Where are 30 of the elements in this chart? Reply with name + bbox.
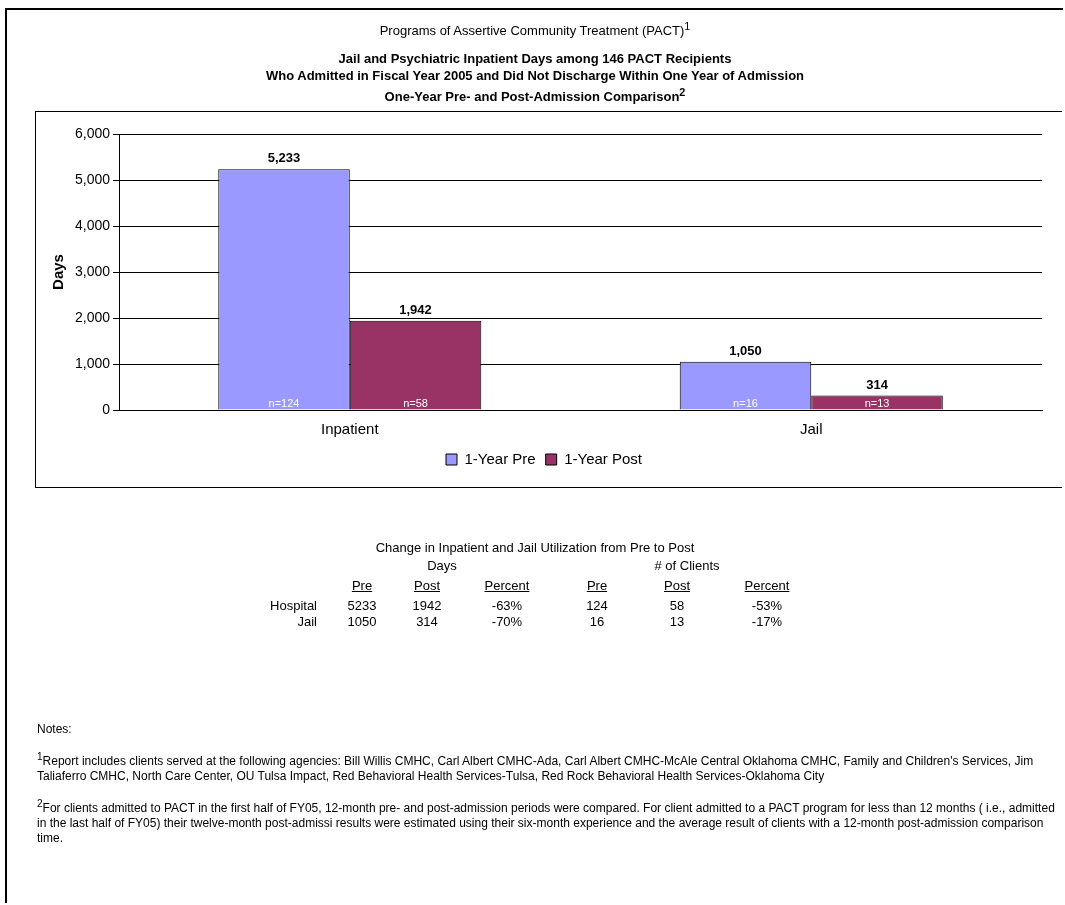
chart-title: Programs of Assertive Community Treatment (PACT)$^{1}$ [378,20,692,39]
data-label: 314 [866,376,889,392]
annotation: n=13 [864,396,890,409]
data-label: 1,942 [399,301,432,317]
x-tick-label: Jail [800,420,823,438]
legend-label: 1-Year Pre [464,449,536,467]
text: Days # of Clients [427,557,720,573]
annotation: n=16 [733,396,758,409]
data-label: 1,050 [729,342,762,358]
y-tick-label: 1,000 [74,354,111,371]
text: Pre Post Percent Pre Post Percent [351,577,790,593]
text: Jail 1050 314 -70% 16 13 -17% [297,613,783,629]
chart-subtitle: Jail and Psychiatric Inpatient Days among 146 PACT Recipients Who Admitted in Fiscal Year 2005 and Did Not Discharge Within One Year of Admission One-Year Pre- and Post-Admission Comparison$^{2}$ [264,50,806,106]
annotation: n=124 [268,396,300,409]
text: Change in Inpatient and Jail Utilization from Pre to Post [374,540,696,555]
y-tick-label: 6,000 [74,124,111,141]
text: $^{2}$For clients admitted to PACT in the first half of FY05, 12-month pre- and post-admission periods were compared. For client admitted to a PACT program for less than 12 months ( i.e., admitted in the last half of FY05) their twelve-month post-admissi results were estimated using their six-month experience and the average result of clients with a 12-month post-admission comparison time. [37,797,1056,846]
text: Hospital 5233 1942 -63% 124 58 -53% [270,597,783,613]
y-tick-label: 2,000 [74,308,111,325]
data-label: 5,233 [267,150,301,166]
x-tick-label: Inpatient [321,420,380,438]
annotation: n=58 [403,396,428,409]
legend-label: 1-Year Post [564,449,643,467]
y-tick-label: 4,000 [74,216,111,233]
y-tick-label: 0 [102,400,111,417]
y-tick-label: 5,000 [74,170,111,187]
y-tick-label: 3,000 [74,262,111,279]
text: $^{1}$Report includes clients served at the following agencies: Bill Willis CMHC, Carl Albert CMHC-Ada, Carl Albert CMHC-McAle Central Oklahoma CMHC, Family and Children's Services, Jim Taliaferro CMHC, North Care Center, OU Tulsa Impact, Red Behavioral Health Services-Tulsa, Red Rock Behavioral Health Services-Oklahoma City [37,750,1035,784]
text: Notes: [37,722,73,737]
y-axis-title: Days [49,254,67,290]
